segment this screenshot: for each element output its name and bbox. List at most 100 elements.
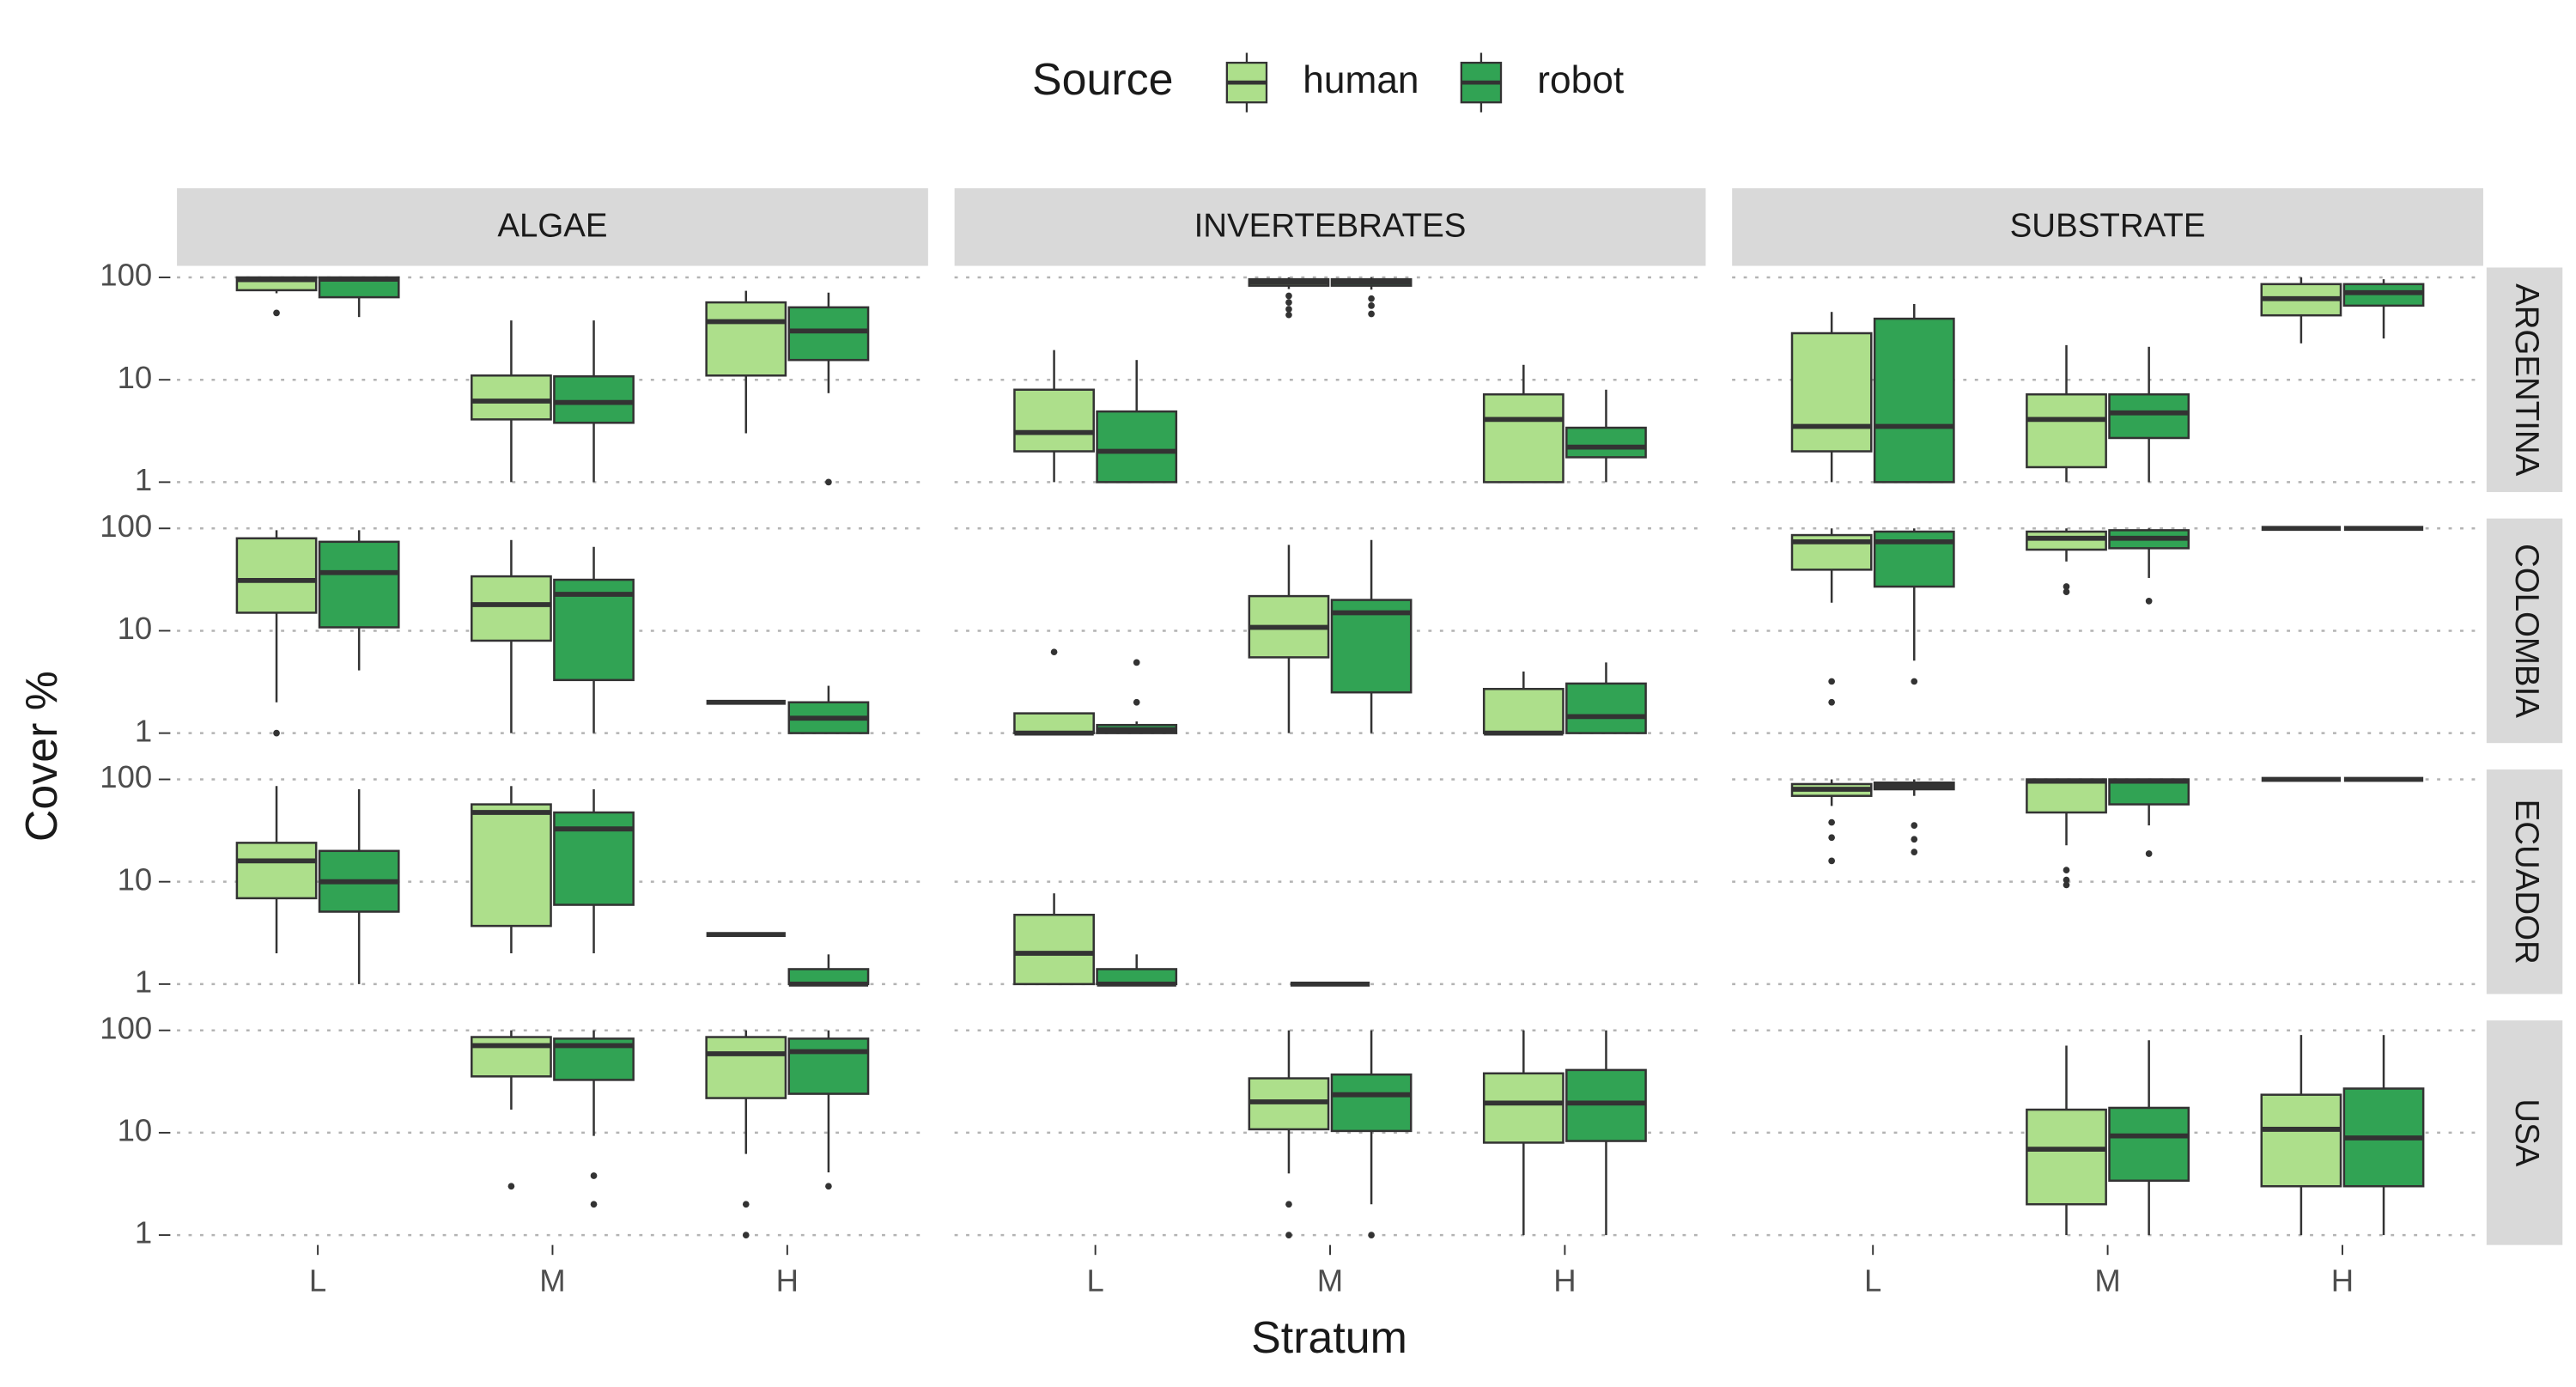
- box: [2026, 778, 2107, 814]
- box: [1330, 1073, 1413, 1133]
- outlier: [1828, 678, 1835, 685]
- y-tick-label: 1: [135, 964, 152, 1000]
- strip: [954, 188, 1706, 266]
- strip-label: ALGAE: [497, 207, 607, 244]
- box: [787, 1037, 870, 1095]
- outlier: [1285, 292, 1292, 300]
- outlier: [825, 478, 832, 486]
- outlier: [1285, 306, 1292, 313]
- outlier: [1050, 648, 1058, 656]
- box: [471, 1036, 552, 1078]
- outlier: [825, 1183, 832, 1190]
- box: [553, 374, 635, 424]
- box: [1873, 317, 1955, 484]
- outlier: [1285, 1232, 1292, 1238]
- outlier: [2063, 583, 2070, 590]
- strip-label: INVERTEBRATES: [1194, 207, 1467, 244]
- outlier: [1911, 822, 1918, 829]
- y-tick-label: 10: [118, 360, 153, 395]
- strip-label: USA: [2508, 1098, 2545, 1166]
- box: [2026, 1108, 2107, 1206]
- box: [1482, 1072, 1564, 1144]
- outlier: [2063, 588, 2070, 595]
- box: [471, 575, 552, 642]
- box: [2026, 392, 2107, 469]
- legend-title: Source: [1032, 55, 1173, 105]
- outlier: [507, 1183, 515, 1190]
- outlier: [590, 1172, 598, 1179]
- outlier: [1368, 302, 1375, 309]
- box: [1482, 392, 1564, 484]
- box: [787, 306, 870, 362]
- box: [235, 537, 318, 614]
- strip-label: ARGENTINA: [2508, 283, 2545, 477]
- y-tick-label: 100: [100, 258, 152, 293]
- box: [1790, 332, 1873, 453]
- outlier: [2145, 850, 2153, 857]
- box: [318, 540, 400, 629]
- box: [1013, 712, 1095, 734]
- y-tick-label: 1: [135, 1215, 152, 1250]
- strip-label: COLOMBIA: [2508, 544, 2545, 718]
- x-tick-label: M: [2094, 1263, 2120, 1299]
- y-tick-label: 1: [135, 713, 152, 748]
- x-tick-label: H: [2331, 1263, 2354, 1299]
- outlier: [742, 1232, 750, 1238]
- x-tick-label: L: [1864, 1263, 1881, 1299]
- box: [2260, 1093, 2342, 1188]
- outlier: [742, 1201, 750, 1208]
- y-axis-title: Cover %: [17, 671, 67, 842]
- box: [2108, 392, 2190, 440]
- x-tick-label: H: [1553, 1263, 1576, 1299]
- outlier: [1368, 1232, 1375, 1238]
- strip: [2486, 1020, 2563, 1245]
- outlier: [1911, 678, 1918, 685]
- outlier: [1911, 836, 1918, 843]
- strip-label: ECUADOR: [2508, 800, 2545, 964]
- box: [2108, 1106, 2190, 1183]
- box: [1565, 426, 1647, 459]
- y-tick-label: 1: [135, 462, 152, 497]
- box: [471, 803, 552, 928]
- y-tick-label: 100: [100, 759, 152, 794]
- strip: [2486, 267, 2563, 492]
- box: [1330, 599, 1413, 694]
- strip-label: SUBSTRATE: [2010, 207, 2206, 244]
- strip: [2486, 769, 2563, 995]
- outlier: [590, 1201, 598, 1208]
- x-tick-label: L: [309, 1263, 326, 1299]
- outlier: [1285, 1201, 1292, 1208]
- box: [471, 374, 552, 421]
- strip: [2486, 518, 2563, 744]
- outlier: [1368, 310, 1375, 318]
- outlier: [2063, 867, 2070, 873]
- outlier: [1828, 834, 1835, 842]
- outlier: [2063, 876, 2070, 884]
- outlier: [1828, 857, 1835, 865]
- box: [705, 301, 787, 377]
- strip: [177, 188, 928, 266]
- outlier: [1133, 698, 1140, 706]
- outlier: [273, 729, 280, 737]
- outlier: [2145, 598, 2153, 605]
- x-tick-label: L: [1086, 1263, 1103, 1299]
- y-tick-label: 100: [100, 1010, 152, 1045]
- outlier: [1368, 295, 1375, 302]
- box: [235, 842, 318, 900]
- outlier: [1828, 698, 1835, 706]
- legend-label: human: [1303, 59, 1419, 101]
- box: [553, 811, 635, 906]
- y-tick-label: 10: [118, 861, 153, 897]
- outlier: [1828, 818, 1835, 826]
- legend-label: robot: [1537, 59, 1624, 101]
- box: [1013, 913, 1095, 986]
- outlier: [1911, 849, 1918, 855]
- box: [1013, 388, 1095, 453]
- strip: [1732, 188, 2483, 266]
- y-tick-label: 100: [100, 508, 152, 544]
- x-tick-label: M: [539, 1263, 565, 1299]
- box: [1565, 682, 1647, 734]
- outlier: [2063, 881, 2070, 889]
